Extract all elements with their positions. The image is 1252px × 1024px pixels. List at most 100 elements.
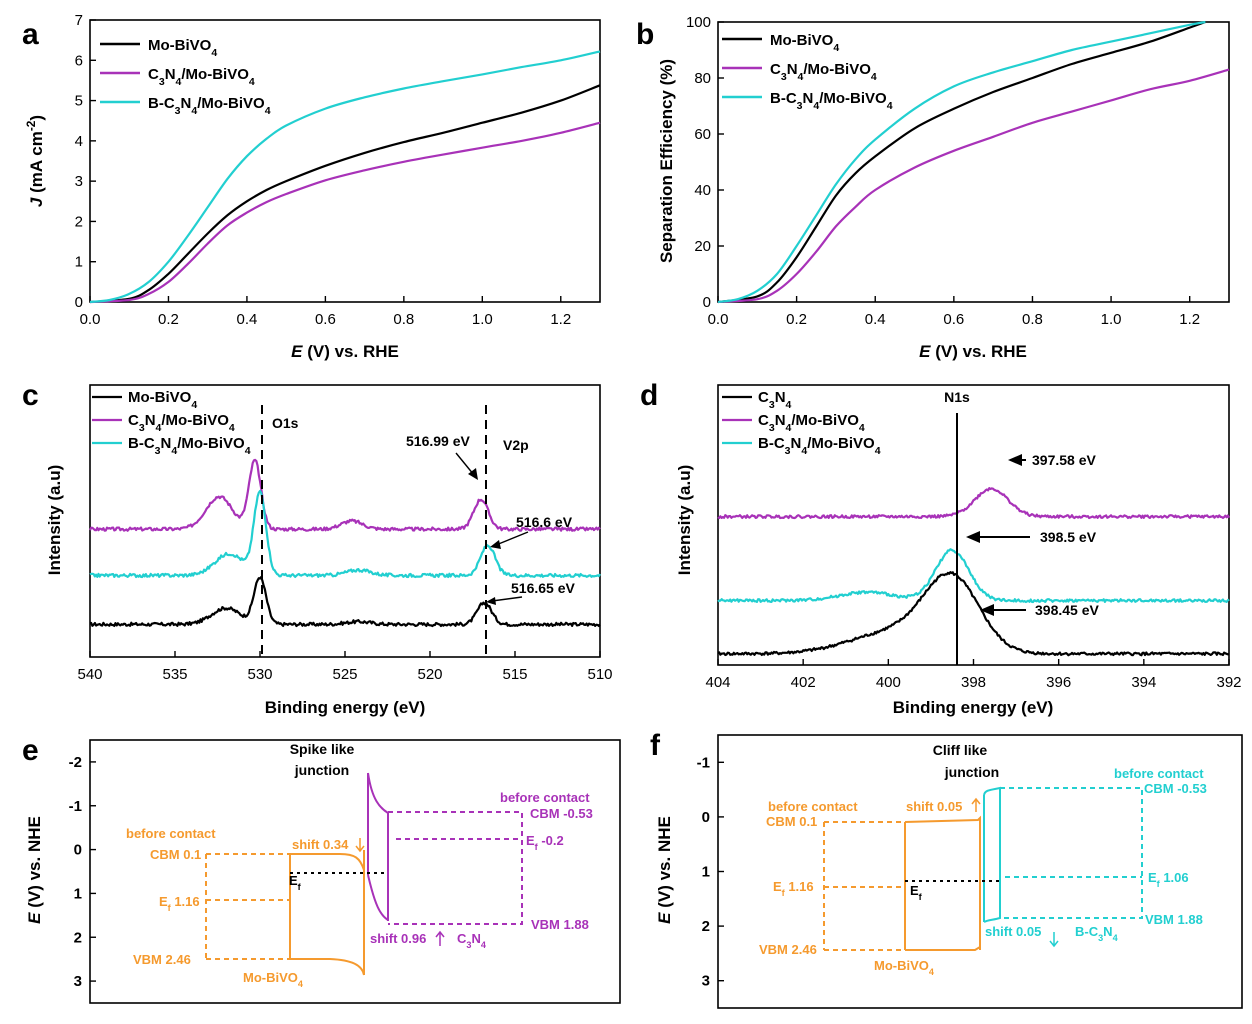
panel-c-xtick-label: 535 bbox=[162, 666, 187, 683]
panel-f-mobivo4-band bbox=[904, 815, 981, 951]
panel-d-xtick-label: 392 bbox=[1216, 674, 1241, 691]
panel-b-frame bbox=[717, 21, 1230, 303]
panel-c-xtick-label: 510 bbox=[587, 666, 612, 683]
panel-f-shift-arrow bbox=[1049, 932, 1059, 948]
panel-c-arrow bbox=[455, 452, 475, 476]
panel-a-legend-label: C3N4/Mo-BiVO4 bbox=[148, 66, 255, 88]
panel-a-xtick-label: 0.0 bbox=[80, 311, 101, 328]
panel-e-frame bbox=[89, 739, 621, 1004]
panel-e-ytick-label: 1 bbox=[74, 885, 82, 902]
panel-e-label: shift 0.34 bbox=[292, 837, 349, 852]
panel-f-bc3n4-band bbox=[983, 786, 1001, 923]
panel-d-xlabel: Binding energy (eV) bbox=[893, 698, 1054, 717]
panel-d-letter: d bbox=[640, 379, 658, 412]
panel-a-xtick-label: 0.6 bbox=[315, 311, 336, 328]
panel-f-label: CBM -0.53 bbox=[1144, 781, 1207, 796]
panel-e-label: CBM -0.53 bbox=[530, 806, 593, 821]
panel-d-legend-label: C3N4 bbox=[758, 389, 792, 411]
panel-a-ytick-label: 5 bbox=[75, 93, 83, 110]
panel-e-title: Spike like bbox=[290, 741, 355, 757]
panel-f-label: shift 0.05 bbox=[906, 799, 962, 814]
panel-a-xtick-label: 1.0 bbox=[472, 311, 493, 328]
panel-c-arrow bbox=[491, 596, 523, 602]
panel-f-label: before contact bbox=[768, 799, 858, 814]
panel-d-n1s-label: N1s bbox=[944, 389, 970, 405]
panel-e-label: before contact bbox=[126, 826, 216, 841]
panel-c-xtick-label: 520 bbox=[417, 666, 442, 683]
panel-b-legend-label: B-C3N4/Mo-BiVO4 bbox=[770, 90, 893, 112]
panel-c-peak-label: 516.6 eV bbox=[516, 514, 573, 530]
panel-e-ylabel: E (V) vs. NHE bbox=[25, 816, 44, 924]
panel-a-ytick-label: 6 bbox=[75, 52, 83, 69]
panel-f-label: before contact bbox=[1114, 766, 1204, 781]
panel-f-ytick-label: 1 bbox=[702, 864, 710, 881]
panel-d-peak-label: 398.5 eV bbox=[1040, 529, 1097, 545]
panel-f-shift-arrow bbox=[971, 797, 981, 812]
panel-c-arrow bbox=[495, 531, 529, 546]
panel-d-legend-label: B-C3N4/Mo-BiVO4 bbox=[758, 435, 881, 457]
panel-d-xtick-label: 400 bbox=[876, 674, 901, 691]
panel-a-legend-label: Mo-BiVO4 bbox=[148, 37, 217, 59]
panel-c-o1s-label: O1s bbox=[272, 415, 299, 431]
panel-f-ytick-label: 2 bbox=[702, 918, 710, 935]
panel-c-v2p-label: V2p bbox=[503, 437, 529, 453]
panel-c-arrowhead bbox=[486, 597, 496, 605]
panel-a-xtick-label: 1.2 bbox=[550, 311, 571, 328]
panel-f-label: B-C3N4 bbox=[1075, 924, 1119, 943]
panel-b-ytick-label: 100 bbox=[686, 14, 711, 31]
panel-b-ytick-label: 80 bbox=[694, 70, 711, 87]
panel-a-ytick-label: 4 bbox=[75, 133, 83, 150]
panel-a-ytick-label: 3 bbox=[75, 173, 83, 190]
panel-e-label: Ef 1.16 bbox=[159, 894, 200, 913]
panel-b-xtick-label: 1.0 bbox=[1101, 311, 1122, 328]
panel-f-label: Ef bbox=[910, 883, 923, 902]
panel-c-series-line bbox=[89, 576, 601, 628]
panel-b-xlabel: E (V) vs. RHE bbox=[919, 342, 1027, 361]
panel-f-bc3n4-before bbox=[1000, 787, 1143, 919]
panel-c-xtick-label: 525 bbox=[332, 666, 357, 683]
panel-a-ytick-label: 0 bbox=[75, 294, 83, 311]
panel-e-title: junction bbox=[294, 762, 349, 778]
panel-a-series-line bbox=[89, 50, 601, 304]
panel-d-peak-label: 398.45 eV bbox=[1035, 602, 1099, 618]
panel-e-ytick-label: 2 bbox=[74, 929, 82, 946]
panel-b-legend-label: C3N4/Mo-BiVO4 bbox=[770, 61, 877, 83]
panel-f-ylabel: E (V) vs. NHE bbox=[655, 816, 674, 924]
panel-e-ytick-label: 3 bbox=[74, 973, 82, 990]
panel-f-label: CBM 0.1 bbox=[766, 814, 817, 829]
panel-b-ytick-label: 20 bbox=[694, 238, 711, 255]
panel-b-ylabel: Separation Efficiency (%) bbox=[657, 59, 676, 263]
panel-d-series-line bbox=[717, 548, 1230, 604]
panel-c-peak-label: 516.65 eV bbox=[511, 580, 575, 596]
panel-f-label: Ef 1.06 bbox=[1148, 870, 1189, 889]
panel-e-label: VBM 1.88 bbox=[531, 917, 589, 932]
panel-d-xtick-label: 398 bbox=[961, 674, 986, 691]
panel-a-ytick-label: 1 bbox=[75, 254, 83, 271]
panel-d-xtick-label: 396 bbox=[1046, 674, 1071, 691]
panel-a-xlabel: E (V) vs. RHE bbox=[291, 342, 399, 361]
panel-e-label: Ef -0.2 bbox=[526, 833, 564, 852]
panel-d-arrowhead bbox=[1008, 454, 1022, 466]
panel-a-series-line bbox=[89, 84, 601, 304]
panel-b-ytick-label: 60 bbox=[694, 126, 711, 143]
panel-c-xtick-label: 515 bbox=[502, 666, 527, 683]
panel-f-ytick-label: 3 bbox=[702, 973, 710, 990]
panel-a-letter: a bbox=[22, 18, 39, 51]
panel-e-shift-arrow bbox=[355, 838, 365, 853]
panel-b-ytick-label: 0 bbox=[703, 294, 711, 311]
panel-a-frame bbox=[89, 19, 601, 303]
panel-e-ytick-label: -2 bbox=[69, 754, 82, 771]
panel-f-letter: f bbox=[650, 729, 661, 762]
panel-d-legend-label: C3N4/Mo-BiVO4 bbox=[758, 412, 865, 434]
panel-c-xlabel: Binding energy (eV) bbox=[265, 698, 426, 717]
panel-b-ytick-label: 40 bbox=[694, 182, 711, 199]
panel-d-ylabel: Intensity (a.u) bbox=[675, 465, 694, 576]
panel-b-letter: b bbox=[636, 18, 654, 51]
panel-f-label: VBM 1.88 bbox=[1145, 912, 1203, 927]
panel-f-label: Ef 1.16 bbox=[773, 879, 814, 898]
panel-d-xtick-label: 404 bbox=[705, 674, 730, 691]
panel-f-label: VBM 2.46 bbox=[759, 942, 817, 957]
panel-d-xtick-label: 394 bbox=[1131, 674, 1156, 691]
panel-e-ytick-label: -1 bbox=[69, 798, 82, 815]
